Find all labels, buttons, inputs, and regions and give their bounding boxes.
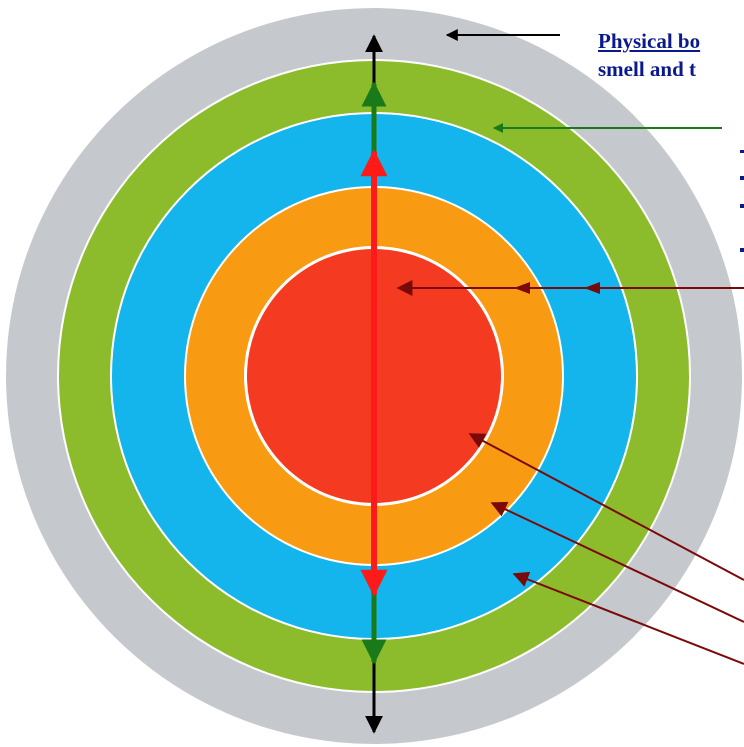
maroon-pointer-to-blue-ring	[512, 571, 744, 665]
maroon-pointer-to-orange-ring	[490, 501, 744, 623]
label-remnant-2	[740, 204, 744, 208]
outer-ring-label-line2: smell and t	[598, 57, 697, 81]
maroon-arrowhead-mid-2	[584, 282, 600, 294]
green-ring-label-remnant	[740, 150, 744, 153]
maroon-pointer-to-red-core	[468, 433, 744, 581]
maroon-arrowhead-mid-1	[514, 282, 530, 294]
outer-ring-label-line1: Physical bo	[598, 29, 701, 53]
label-remnant-3	[740, 248, 744, 252]
label-remnant-1	[740, 176, 744, 180]
